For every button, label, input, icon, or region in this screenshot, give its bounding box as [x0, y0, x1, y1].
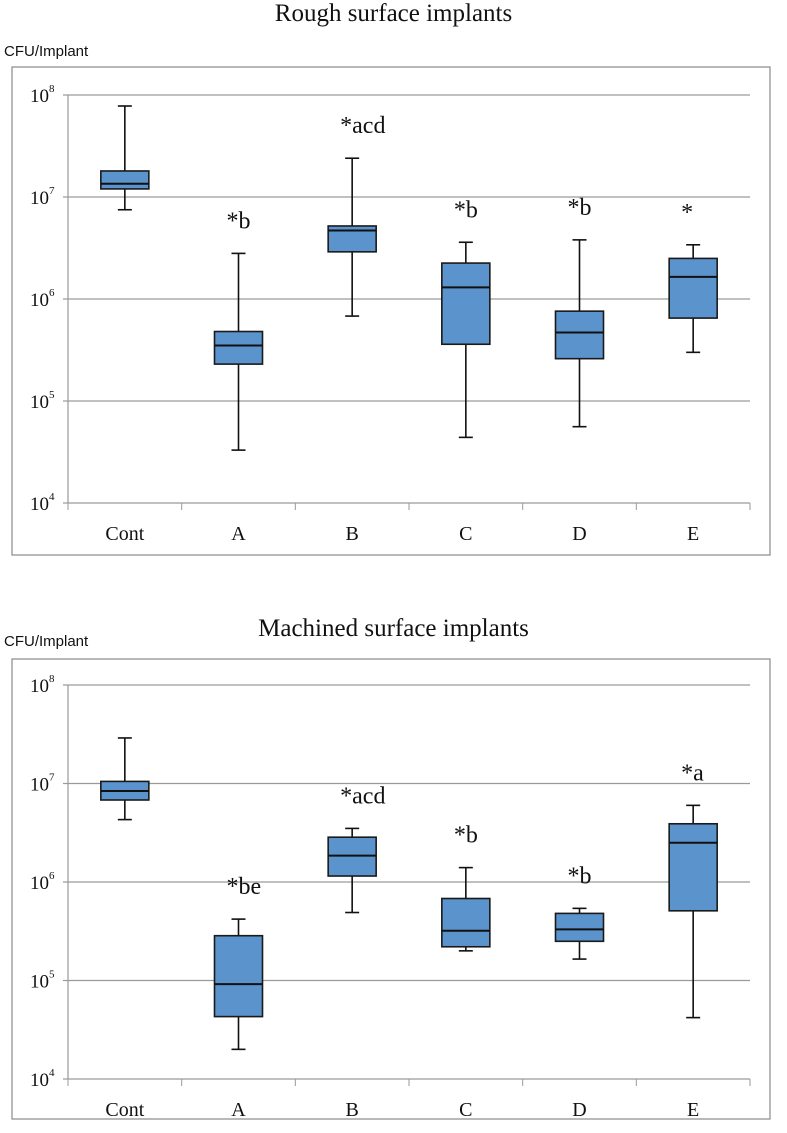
y-tick-label: 105 — [30, 969, 55, 993]
y-tick-label: 106 — [30, 287, 55, 311]
box-e — [668, 257, 718, 319]
x-tick-label: A — [231, 523, 246, 545]
rough-surface-chart-panel: Rough surface implants CFU/Implant 104 10… — [0, 0, 787, 565]
plot-frame — [11, 658, 771, 1120]
box-c — [441, 897, 491, 948]
significance-annotation: *b — [227, 208, 251, 234]
x-tick-label: Cont — [105, 523, 144, 545]
chart-title: Machined surface implants — [258, 615, 529, 642]
chart-title: Rough surface implants — [274, 0, 513, 27]
significance-annotation: *be — [227, 874, 262, 900]
box-d — [554, 912, 605, 943]
x-tick-label: E — [687, 1099, 699, 1121]
x-tick-label: B — [345, 523, 358, 545]
rough-surface-boxplot: 104 105 106 107 108 Cont A *b B *acd C *b D *b E * — [11, 66, 771, 556]
significance-annotation: *acd — [340, 113, 385, 139]
x-tick-label: B — [345, 1099, 358, 1121]
significance-annotation: *b — [568, 195, 592, 221]
significance-annotation: *b — [454, 823, 478, 849]
y-tick-label: 108 — [30, 673, 55, 697]
significance-annotation: *acd — [340, 783, 385, 809]
box-e — [668, 822, 718, 912]
box-c — [441, 262, 491, 346]
x-tick-label: D — [572, 523, 586, 545]
y-tick-label: 107 — [30, 185, 55, 209]
y-tick-label: 108 — [30, 83, 55, 107]
x-tick-label: Cont — [105, 1099, 144, 1121]
machined-surface-boxplot: 104 105 106 107 108 Cont A *be B *acd C *b D *b E *a — [11, 658, 771, 1121]
plot-frame — [11, 66, 771, 556]
y-axis-unit-label: CFU/Implant — [4, 43, 89, 60]
x-tick-label: D — [572, 1099, 586, 1121]
box-d — [554, 310, 605, 360]
x-tick-label: C — [459, 1099, 472, 1121]
box-cont — [100, 170, 150, 190]
x-tick-label: E — [687, 523, 699, 545]
significance-annotation: *b — [454, 197, 478, 223]
significance-annotation: *a — [681, 760, 704, 786]
significance-annotation: *b — [568, 863, 592, 889]
significance-annotation: * — [681, 200, 693, 226]
x-tick-label: A — [231, 1099, 246, 1121]
box-a — [213, 330, 264, 365]
y-tick-label: 106 — [30, 870, 55, 894]
x-tick-label: C — [459, 523, 472, 545]
box-a — [213, 934, 264, 1018]
y-tick-label: 107 — [30, 772, 55, 796]
y-tick-label: 105 — [30, 389, 55, 413]
y-tick-label: 104 — [30, 491, 55, 515]
machined-surface-chart-panel: Machined surface implants CFU/Implant 10… — [0, 565, 787, 1133]
y-tick-label: 104 — [30, 1067, 55, 1091]
y-axis-unit-label: CFU/Implant — [4, 633, 89, 650]
